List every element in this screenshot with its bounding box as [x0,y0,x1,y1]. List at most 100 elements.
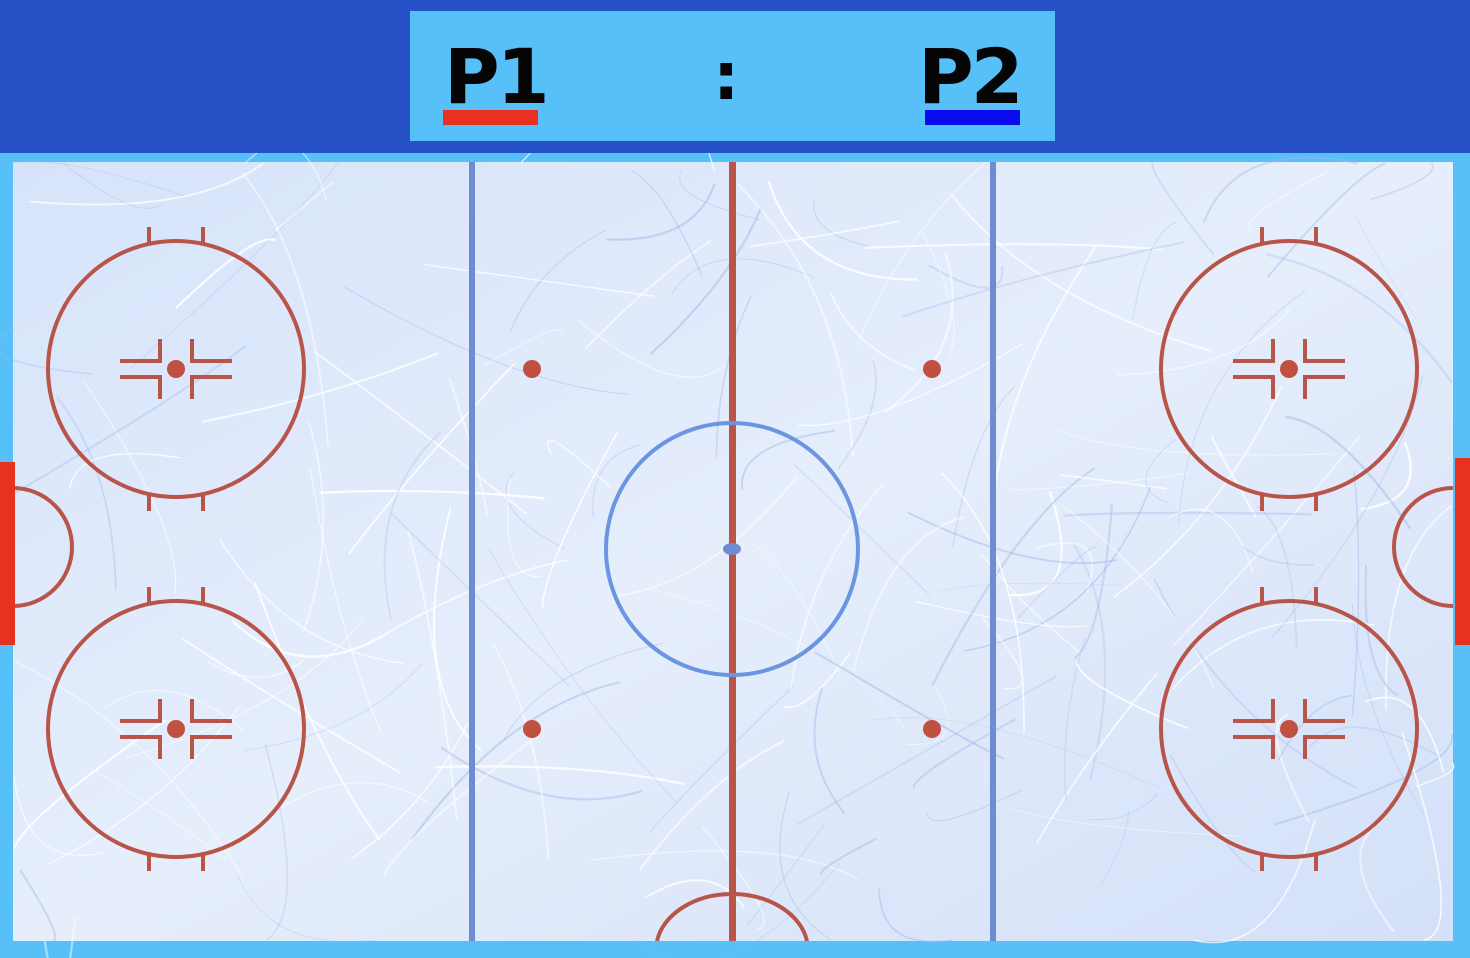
ice-scratch [649,206,763,356]
faceoff-marker [1303,339,1345,363]
ice-scratch [1007,490,1063,597]
faceoff-circle-bottom-left [46,587,306,871]
ice-scratch [1064,506,1215,691]
ice-scratch [1172,619,1375,690]
faceoff-marker [1303,375,1345,399]
ice-scratch [313,350,528,515]
ice-scratch [13,160,185,197]
ice-scratch [797,343,1023,427]
ice-scratch [783,652,851,709]
ice-scratch [793,463,930,596]
faceoff-marker [190,375,232,399]
ice-scratch [701,825,766,930]
scoreboard: P1 : P2 [410,11,1055,141]
neutral-dot-bottom-right [923,720,941,738]
ice-scratch [1033,541,1094,593]
ice-scratch [382,731,543,876]
ice-scratch [253,582,381,841]
ice-scratch [650,588,907,730]
ice-scratch [1151,162,1215,256]
ice-scratch [1416,762,1455,787]
ice-scratch [837,360,877,470]
ice-scratch [484,329,565,367]
ice-scratch [1255,505,1298,650]
ice-scratch [1401,731,1443,941]
ice-scratch [103,690,245,732]
blue-line-left [469,162,475,941]
ice-scratch [715,295,752,458]
ice-scratch [43,917,77,958]
ice-scratch [309,468,383,736]
player1-color-indicator [443,110,538,125]
ice-scratch [505,472,566,550]
ice-scratch [1265,253,1453,384]
faceoff-ring [46,599,306,859]
ice-scratch [1132,222,1176,321]
ice-scratch [1169,508,1254,574]
ice-scratch [348,362,516,555]
faceoff-dot [1280,360,1298,378]
ice-scratch [302,421,325,633]
ice-scratches [0,153,1455,958]
referee-crease [655,892,809,942]
ice-scratch [1364,696,1445,773]
ice-scratch [1010,808,1243,837]
ice-scratch [592,444,640,518]
ice-scratch [12,718,168,850]
ice-scratch [1359,826,1396,933]
ice-scratch [789,483,884,691]
ice-scratch [584,239,712,350]
ice-scratch [741,429,836,491]
ice-scratch [381,558,570,638]
ice-scratch [926,789,1022,822]
ice-scratch [13,776,107,856]
ice-scratch [1099,808,1130,887]
ice-scratch [1178,289,1306,525]
ice-scratch [591,850,859,881]
faceoff-circle-top-left [46,227,306,511]
ice-scratch [275,181,336,232]
blue-line-right [990,162,996,941]
ice-rink[interactable] [0,153,1470,958]
ice-scratch [88,766,226,860]
goal-right [1455,458,1470,645]
ice-scratch [632,170,703,277]
center-faceoff-circle [604,421,860,677]
ice-scratch [1354,214,1419,322]
ice-scratch [830,292,916,371]
ice-scratch [914,600,1088,628]
ice-scratch [679,170,760,221]
ice-scratch [1113,386,1283,598]
ice-scratch [407,530,459,821]
faceoff-marker [1303,735,1345,759]
ice-scratch [13,344,247,495]
ice-scratch [648,685,795,834]
ice-scratch [670,258,815,296]
ice-scratch [797,675,1057,825]
center-faceoff-dot [723,543,741,555]
faceoff-ring [46,239,306,499]
ice-scratch [607,183,716,241]
ice-scratch [546,439,611,489]
ice-scratch [779,792,832,941]
ice-scratch [48,705,240,865]
goal-crease-left [12,486,74,608]
ice-scratch [219,539,405,664]
ice-scratch [1035,672,1159,844]
top-bar: P1 : P2 [0,0,1470,153]
ice-scratch [922,234,955,357]
ice-scratch [1384,504,1453,711]
ice-scratch [1351,603,1424,815]
ice-scratch [1284,415,1412,530]
ice-scratch [350,722,469,860]
ice-scratch [736,183,854,456]
faceoff-marker [190,339,232,363]
ice-scratch [1145,438,1176,504]
ice-scratch [1192,819,1316,944]
ice-scratch [244,663,423,751]
ice-scratch [1277,694,1353,761]
ice-scratch [813,199,869,247]
faceoff-marker [1233,735,1275,759]
ice-scratch [1370,162,1434,201]
ice-scratch [644,879,746,909]
